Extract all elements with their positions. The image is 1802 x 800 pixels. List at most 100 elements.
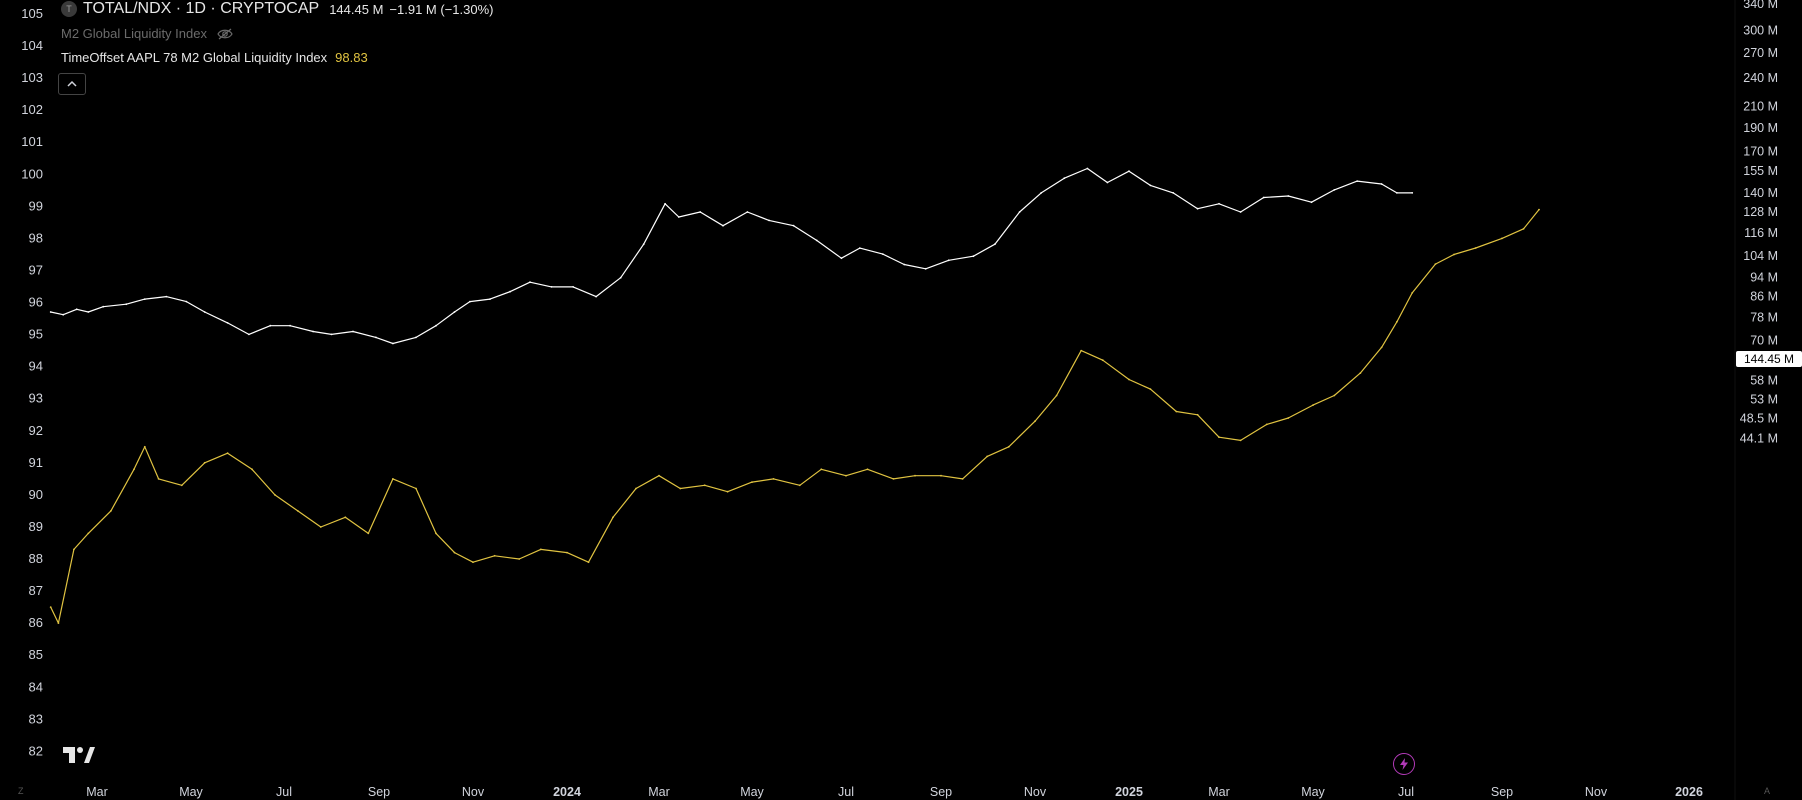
right-axis-tick-label: 340 M xyxy=(1743,0,1778,11)
series-point xyxy=(658,474,660,477)
series-point xyxy=(62,313,65,316)
series-point xyxy=(57,622,60,624)
series-point xyxy=(940,474,942,477)
left-axis-tick-label: 87 xyxy=(29,583,43,598)
series-point xyxy=(768,219,770,222)
series-layer xyxy=(49,167,1540,624)
series-point xyxy=(435,532,437,535)
left-axis-tick-label: 85 xyxy=(29,647,43,662)
left-price-axis[interactable]: 105 104 103 102 101 100 99 98 97 96 95 94 93 92 91 90 89… xyxy=(21,6,43,758)
series-point xyxy=(509,290,511,293)
left-axis-tick-label: 84 xyxy=(29,679,43,694)
series-point xyxy=(1172,192,1175,194)
right-axis-tick-label: 44.1 M xyxy=(1740,432,1778,446)
series-point xyxy=(1287,195,1290,197)
series-point xyxy=(1175,410,1178,413)
series-point xyxy=(1239,211,1242,213)
series-point xyxy=(312,330,314,333)
series-point xyxy=(642,243,645,246)
series-point xyxy=(635,487,637,490)
collapse-legend-button[interactable] xyxy=(58,73,86,95)
series-point xyxy=(1149,184,1152,187)
symbol-title[interactable]: TOTAL/NDX · 1D · CRYPTOCAP xyxy=(83,0,320,17)
series-point xyxy=(319,526,322,528)
series-point xyxy=(798,484,801,487)
legend-symbol-row[interactable]: T TOTAL/NDX · 1D · CRYPTOCAP 144.45 M −1… xyxy=(61,1,493,17)
left-axis-tick-label: 83 xyxy=(29,711,43,726)
series-point xyxy=(269,324,272,327)
series-point xyxy=(722,224,724,227)
series-point xyxy=(924,267,927,270)
price-label-text: 144.45 M xyxy=(1744,352,1794,366)
tradingview-logo-icon[interactable] xyxy=(63,747,95,768)
time-axis[interactable]: Mar May Jul Sep Nov 2024 Mar May Jul Sep Nov 2025 Ma… xyxy=(86,785,1703,799)
series-point xyxy=(1239,439,1242,442)
series-point xyxy=(1018,211,1021,213)
series-point xyxy=(1501,237,1503,240)
series-point xyxy=(330,333,333,336)
eye-off-icon[interactable] xyxy=(217,28,233,40)
series-point xyxy=(612,516,614,519)
series-point xyxy=(49,606,52,608)
time-axis-tick-label: Jul xyxy=(838,785,854,799)
series-point xyxy=(493,554,496,557)
right-axis-tick-label: 70 M xyxy=(1750,333,1778,347)
series-point xyxy=(961,478,964,480)
series-point xyxy=(203,311,206,313)
right-axis-tick-label: 190 M xyxy=(1743,121,1778,135)
series-point xyxy=(1128,170,1130,173)
series-point xyxy=(1380,183,1383,185)
autoscale-corner-a[interactable]: A xyxy=(1764,786,1771,796)
hidden-indicator-label[interactable]: M2 Global Liquidity Index xyxy=(61,26,207,41)
right-axis-tick-label: 210 M xyxy=(1743,100,1778,114)
series-point xyxy=(1086,167,1089,170)
left-axis-tick-label: 96 xyxy=(29,295,43,310)
series-point xyxy=(1063,177,1066,180)
right-axis-tick-label: 170 M xyxy=(1743,145,1778,159)
series-point xyxy=(289,324,291,327)
series-point xyxy=(1196,413,1199,416)
series-point xyxy=(226,322,229,324)
symbol-last-value: 144.45 M xyxy=(329,1,384,17)
left-axis-tick-label: 102 xyxy=(21,102,43,117)
time-axis-tick-label: May xyxy=(740,785,764,799)
price-label-box xyxy=(1736,351,1802,367)
left-axis-tick-label: 82 xyxy=(29,743,43,758)
series-point xyxy=(1356,180,1359,183)
series-point xyxy=(1333,394,1336,397)
series-point xyxy=(1034,420,1036,423)
series-point xyxy=(1149,388,1152,390)
series-point xyxy=(792,224,795,227)
legend-offset-indicator-row[interactable]: TimeOffset AAPL 78 M2 Global Liquidity I… xyxy=(61,51,368,64)
series-point xyxy=(986,455,989,458)
series-point xyxy=(1101,359,1104,362)
series-point xyxy=(435,324,437,327)
series-point xyxy=(1312,404,1314,406)
series-point xyxy=(866,468,869,471)
series-point xyxy=(133,468,135,471)
left-axis-tick-label: 104 xyxy=(21,38,43,53)
lightning-icon[interactable] xyxy=(1393,753,1415,775)
series-point xyxy=(1106,181,1109,184)
series-point xyxy=(375,336,377,339)
left-axis-tick-label: 92 xyxy=(29,423,43,438)
offset-indicator-label[interactable]: TimeOffset AAPL 78 M2 Global Liquidity I… xyxy=(61,50,328,65)
series-point xyxy=(619,276,622,279)
right-axis-tick-label: 104 M xyxy=(1743,249,1778,263)
legend-hidden-indicator-row[interactable]: M2 Global Liquidity Index xyxy=(61,27,233,40)
series-point xyxy=(344,516,347,519)
right-axis-tick-label: 240 M xyxy=(1743,71,1778,85)
series-point xyxy=(539,548,542,551)
time-axis-tick-label: 2025 xyxy=(1115,785,1143,799)
offset-indicator-value: 98.83 xyxy=(335,50,368,65)
left-axis-tick-label: 91 xyxy=(29,455,43,470)
series-point xyxy=(518,558,521,560)
series-point xyxy=(73,548,75,551)
series-point xyxy=(892,478,895,480)
time-axis-tick-label: May xyxy=(179,785,203,799)
series-point xyxy=(1310,201,1313,204)
timezone-corner-z[interactable]: Z xyxy=(18,786,24,796)
series-point xyxy=(1196,207,1199,210)
